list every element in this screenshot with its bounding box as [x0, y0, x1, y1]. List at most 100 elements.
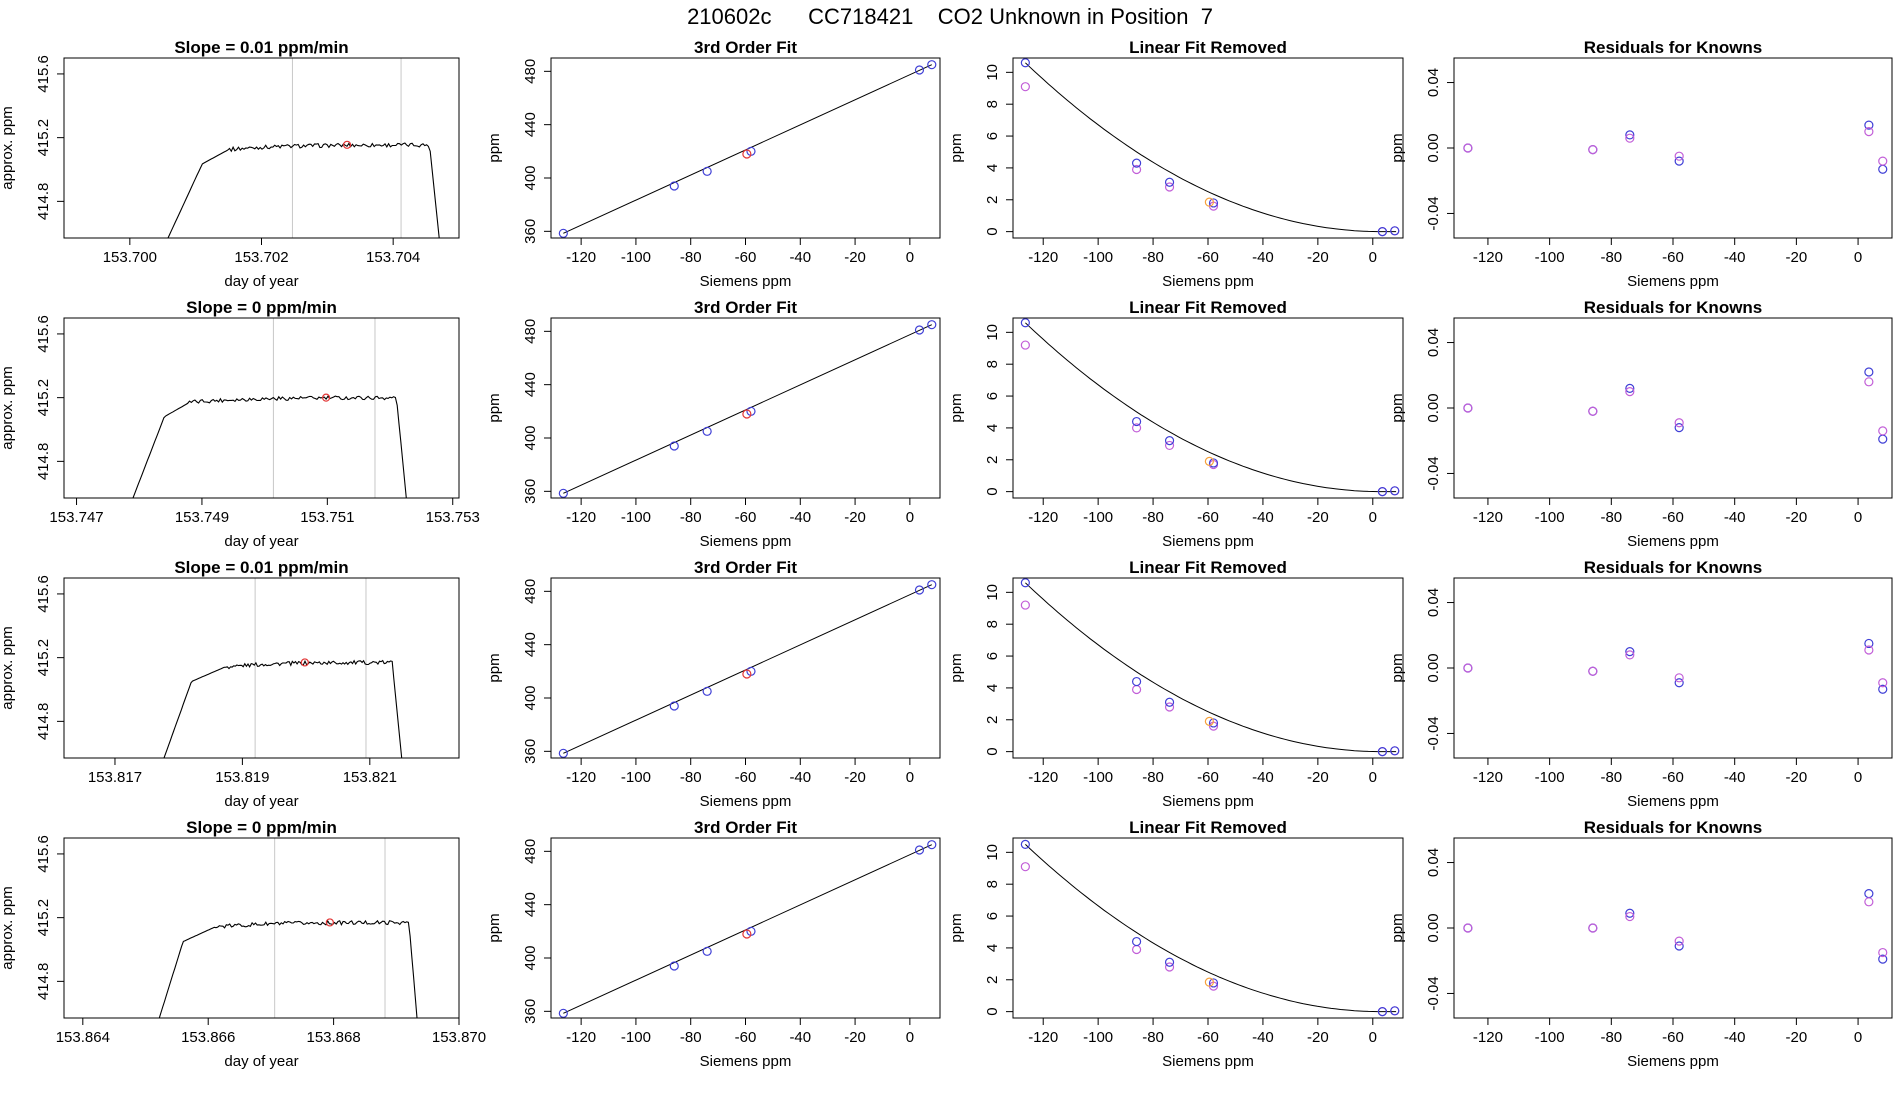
chart-title: Residuals for Knowns [1584, 298, 1763, 317]
known-point [1208, 458, 1219, 468]
residual-point-alt [1864, 897, 1874, 907]
residual-point-alt [1588, 923, 1598, 933]
y-tick-label: 0 [984, 227, 1001, 235]
y-tick-label: 8 [984, 100, 1001, 108]
known-point [927, 580, 937, 590]
known-point [914, 65, 925, 75]
x-tick-label: 153.749 [175, 509, 229, 526]
y-tick-label: 10 [984, 324, 1001, 341]
y-axis-label: approx. ppm [0, 366, 16, 449]
x-tick-label: -60 [735, 1029, 757, 1046]
known-point [1131, 416, 1142, 427]
known-point [927, 60, 937, 70]
y-tick-label: 6 [984, 912, 1001, 920]
y-tick-label: 360 [522, 999, 539, 1024]
y-tick-label: -0.04 [1425, 976, 1442, 1010]
x-tick-label: -60 [1662, 769, 1684, 786]
known-point [1164, 177, 1175, 187]
plot-frame [1453, 837, 1893, 1019]
residual-point-alt [1864, 645, 1874, 655]
residual-point-alt [1878, 426, 1888, 436]
x-tick-label: -120 [1028, 1029, 1058, 1046]
known-point [558, 748, 568, 758]
chart-title: Residuals for Knowns [1584, 38, 1763, 57]
plot-frame [550, 837, 941, 1019]
x-tick-label: 153.753 [426, 509, 480, 526]
plot-area [1463, 638, 1888, 694]
x-tick-label: -100 [1535, 1029, 1565, 1046]
x-tick-label: 0 [906, 249, 914, 266]
fit-curve [1025, 844, 1397, 1013]
y-tick-label: 360 [522, 739, 539, 764]
concentration-trace [167, 142, 440, 238]
residual-point-alt [1463, 143, 1473, 153]
x-tick-label: 0 [1369, 509, 1377, 526]
chart-panel-fit-2: 3rd Order Fit Siemens ppm ppm -120 -100 -80 -6… [486, 558, 941, 810]
y-tick-label: 360 [522, 479, 539, 504]
residual-point-alt [1625, 911, 1635, 922]
residual-point-alt [1588, 406, 1598, 416]
known-point [1020, 578, 1030, 588]
x-tick-label: -80 [1600, 249, 1622, 266]
y-axis-label: ppm [948, 393, 965, 422]
y-tick-label: 480 [522, 579, 539, 604]
x-axis-label: Siemens ppm [1627, 273, 1719, 290]
residual-point [1674, 678, 1684, 688]
chart-title: Linear Fit Removed [1129, 558, 1287, 577]
y-tick-label: 0.00 [1425, 133, 1442, 162]
chart-panel-linear-0: Linear Fit Removed Siemens ppm ppm -120 -100… [948, 38, 1404, 290]
known-point [1131, 158, 1142, 168]
x-tick-label: 0 [906, 1029, 914, 1046]
x-tick-label: -60 [1197, 1029, 1219, 1046]
chart-title: 3rd Order Fit [694, 38, 797, 57]
plot-frame [1453, 577, 1893, 759]
x-tick-label: -40 [1724, 769, 1746, 786]
x-tick-label: 153.704 [366, 249, 420, 266]
y-tick-label: 6 [984, 652, 1001, 660]
chart-title: Residuals for Knowns [1584, 558, 1763, 577]
x-tick-label: -100 [1083, 1029, 1113, 1046]
x-axis-label: Siemens ppm [1162, 1053, 1254, 1070]
x-axis-label: day of year [224, 273, 298, 290]
measured-point [1164, 182, 1175, 192]
residual-point-alt [1878, 678, 1888, 688]
plot-frame [1012, 317, 1404, 499]
chart-panel-time-3: Slope = 0 ppm/min day of year approx. ppm 1… [0, 818, 486, 1070]
y-tick-label: 0 [984, 747, 1001, 755]
x-axis-label: Siemens ppm [700, 273, 792, 290]
x-tick-label: -60 [1197, 769, 1219, 786]
x-tick-label: 153.751 [300, 509, 354, 526]
chart-panel-fit-1: 3rd Order Fit Siemens ppm ppm -120 -100 -80 -6… [486, 298, 941, 550]
known-point [927, 320, 937, 330]
x-tick-label: 0 [1369, 1029, 1377, 1046]
x-tick-label: -100 [1535, 509, 1565, 526]
x-tick-label: 0 [1369, 249, 1377, 266]
x-tick-label: -120 [566, 509, 596, 526]
y-axis-label: ppm [486, 653, 503, 682]
x-tick-label: -80 [1600, 509, 1622, 526]
known-point [669, 701, 679, 711]
y-tick-label: 0.00 [1425, 913, 1442, 942]
known-point [702, 946, 712, 956]
plot-area [1463, 889, 1888, 964]
x-tick-label: -60 [735, 249, 757, 266]
x-tick-label: -120 [566, 1029, 596, 1046]
residual-point [1864, 638, 1874, 649]
chart-title: 3rd Order Fit [694, 298, 797, 317]
y-axis-label: ppm [948, 653, 965, 682]
y-tick-label: 400 [522, 425, 539, 450]
sample-marker [300, 658, 309, 667]
unknown-point [742, 929, 752, 939]
residual-point-alt [1864, 127, 1874, 137]
x-tick-label: -20 [1307, 769, 1329, 786]
x-tick-label: 0 [906, 509, 914, 526]
known-point [1020, 839, 1030, 849]
residual-point-alt [1625, 650, 1635, 660]
chart-title: Linear Fit Removed [1129, 818, 1287, 837]
residual-point-alt [1625, 133, 1635, 143]
chart-panel-time-1: Slope = 0 ppm/min day of year approx. ppm 1… [0, 298, 480, 550]
known-point [1208, 198, 1219, 208]
chart-panel-time-2: Slope = 0.01 ppm/min day of year approx. p… [0, 558, 460, 810]
x-tick-label: -40 [1252, 509, 1274, 526]
y-tick-label: 0 [984, 1007, 1001, 1015]
